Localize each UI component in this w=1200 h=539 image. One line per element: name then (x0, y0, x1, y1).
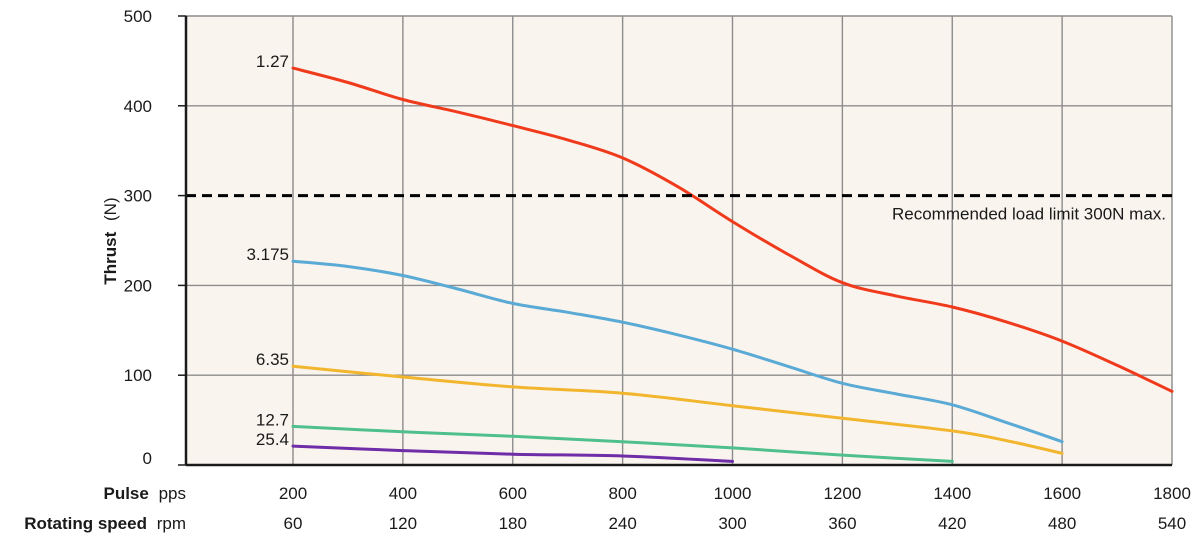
rotating-speed-unit: rpm (157, 514, 186, 533)
series-line-12-7 (291, 424, 954, 463)
y-tick-label: 500 (124, 7, 152, 26)
y-axis-label-bold: Thrust (101, 231, 120, 284)
series-label-1-27: 1.27 (256, 52, 289, 71)
series-line-25-4 (291, 444, 734, 463)
y-tick-label: 300 (124, 187, 152, 206)
x-tick-label-speed: 240 (608, 514, 636, 533)
x-tick-label-pulse: 400 (389, 484, 417, 503)
series-line-6-35 (291, 364, 1064, 455)
x-tick-label-pulse: 1800 (1153, 484, 1191, 503)
plot-background (186, 16, 1172, 465)
x-axis-pulse-label: Pulse pps (103, 484, 186, 503)
series-lines (291, 66, 1174, 463)
x-tick-label-pulse: 800 (608, 484, 636, 503)
x-tick-label-pulse: 600 (499, 484, 527, 503)
y-tick-label: 400 (124, 97, 152, 116)
x-tick-label-speed: 480 (1048, 514, 1076, 533)
x-tick-label-speed: 420 (938, 514, 966, 533)
x-tick-label-pulse: 1400 (933, 484, 971, 503)
y-tick-label: 200 (124, 276, 152, 295)
series-label-12-7: 12.7 (256, 410, 289, 429)
x-tick-label-pulse: 200 (279, 484, 307, 503)
y-axis-label: Thrust (N) (101, 197, 120, 284)
recommended-load-limit-label: Recommended load limit 300N max. (892, 205, 1166, 224)
y-tick-labels: 0 100 200 300 400 500 (124, 7, 186, 468)
rotating-speed-label: Rotating speed (24, 514, 147, 533)
x-tick-label-speed: 180 (499, 514, 527, 533)
x-tick-labels: 200 60 400 120 600 180 800 240 1000 300 1200 360 140… (279, 484, 1191, 533)
pulse-label: Pulse (103, 484, 148, 503)
axes (184, 16, 1172, 467)
x-tick-label-speed: 300 (718, 514, 746, 533)
series-line-3-175 (291, 259, 1064, 444)
x-tick-label-pulse: 1200 (823, 484, 861, 503)
pulse-unit: pps (159, 484, 186, 503)
x-tick-label-pulse: 1600 (1043, 484, 1081, 503)
series-line-1-27 (291, 66, 1174, 393)
x-tick-label-speed: 540 (1158, 514, 1186, 533)
x-tick-label-speed: 60 (284, 514, 303, 533)
x-axis-speed-label: Rotating speed rpm (24, 514, 186, 533)
y-tick-label: 100 (124, 366, 152, 385)
series-label-25-4: 25.4 (256, 430, 289, 449)
y-tick-label: 0 (143, 449, 152, 468)
x-tick-label-speed: 120 (389, 514, 417, 533)
x-tick-label-speed: 360 (828, 514, 856, 533)
series-label-6-35: 6.35 (256, 350, 289, 369)
y-axis-label-unit: (N) (101, 197, 120, 221)
x-tick-label-pulse: 1000 (714, 484, 752, 503)
series-labels: 1.27 3.175 6.35 12.725.4 (246, 52, 289, 449)
series-label-3-175: 3.175 (246, 245, 289, 264)
